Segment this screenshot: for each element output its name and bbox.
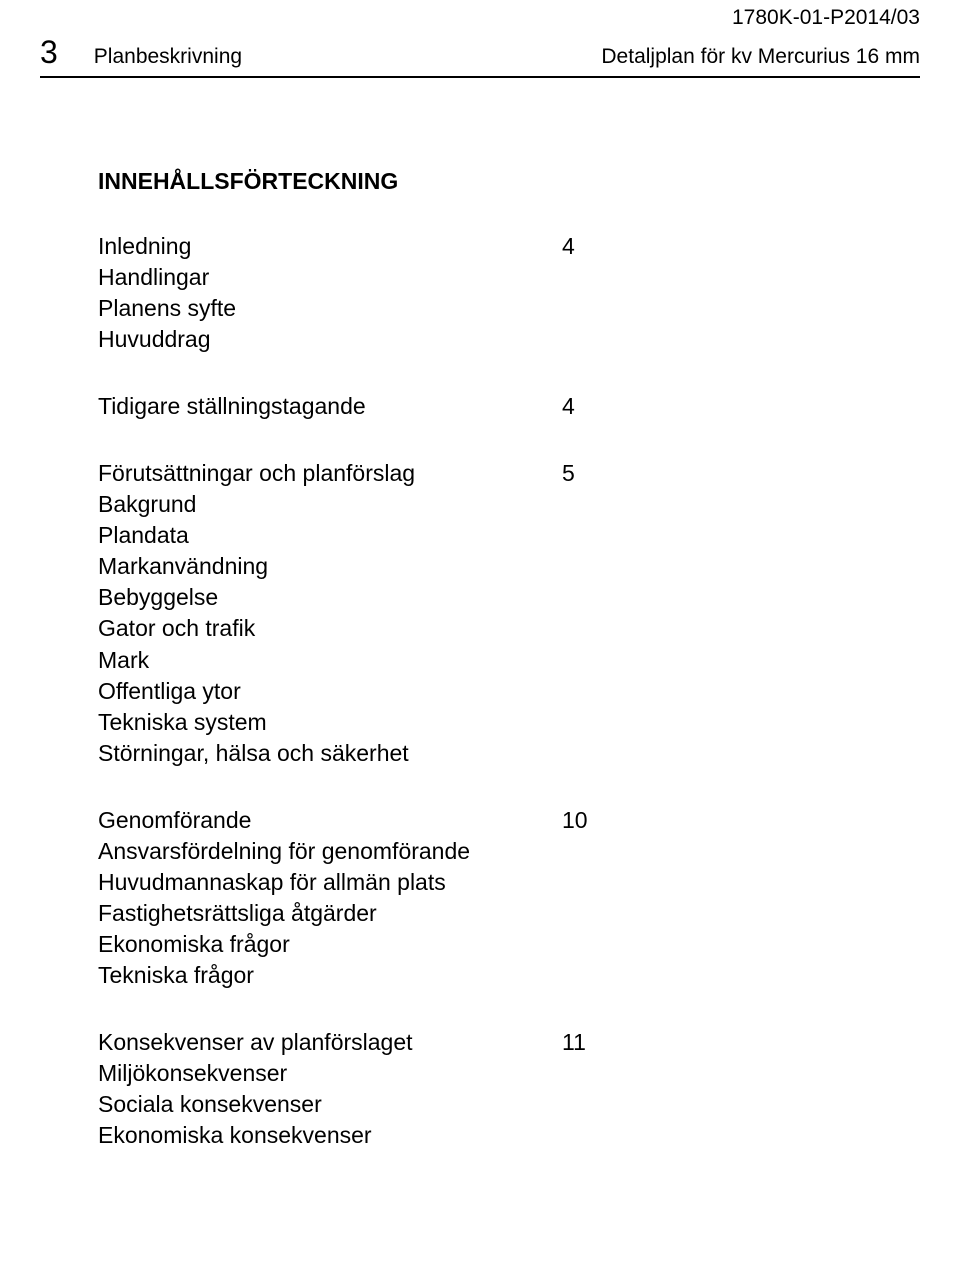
toc-sub-item: Huvudmannaskap för allmän plats xyxy=(98,867,862,898)
header-left: 3 Planbeskrivning xyxy=(40,34,242,71)
document-id: 1780K-01-P2014/03 xyxy=(732,6,920,30)
toc-sub-item: Mark xyxy=(98,645,862,676)
toc-sub-item: Bebyggelse xyxy=(98,582,862,613)
toc-sub-item: Fastighetsrättsliga åtgärder xyxy=(98,898,862,929)
toc-sub-item: Ekonomiska konsekvenser xyxy=(98,1120,862,1151)
toc-sub-item: Plandata xyxy=(98,520,862,551)
toc-sub-item: Bakgrund xyxy=(98,489,862,520)
toc-sub-item: Offentliga ytor xyxy=(98,676,862,707)
toc-sub-item: Gator och trafik xyxy=(98,613,862,644)
toc-sub-item: Markanvändning xyxy=(98,551,862,582)
page: 1780K-01-P2014/03 3 Planbeskrivning Deta… xyxy=(0,0,960,1283)
toc-head-row: Tidigare ställningstagande 4 xyxy=(98,391,862,422)
toc-sub-item: Ansvarsfördelning för genomförande xyxy=(98,836,862,867)
toc-sub-item: Störningar, hälsa och säkerhet xyxy=(98,738,862,769)
toc-head-row: Genomförande 10 xyxy=(98,805,862,836)
header-divider xyxy=(40,76,920,78)
toc-head-page: 10 xyxy=(562,805,862,836)
toc-group: Konsekvenser av planförslaget 11 Miljöko… xyxy=(98,1027,862,1151)
toc-group: Genomförande 10 Ansvarsfördelning för ge… xyxy=(98,805,862,991)
toc-head-row: Konsekvenser av planförslaget 11 xyxy=(98,1027,862,1058)
toc-head-page: 11 xyxy=(562,1027,862,1058)
toc-head-label: Tidigare ställningstagande xyxy=(98,391,366,422)
toc-head-label: Inledning xyxy=(98,231,191,262)
toc-title: INNEHÅLLSFÖRTECKNING xyxy=(98,168,862,195)
header-right-label: Detaljplan för kv Mercurius 16 mm xyxy=(601,45,920,69)
toc-group: Förutsättningar och planförslag 5 Bakgru… xyxy=(98,458,862,768)
header-left-label: Planbeskrivning xyxy=(94,45,242,69)
toc-sub-item: Ekonomiska frågor xyxy=(98,929,862,960)
toc-head-row: Inledning 4 xyxy=(98,231,862,262)
toc-group: Tidigare ställningstagande 4 xyxy=(98,391,862,422)
toc-sub-item: Miljökonsekvenser xyxy=(98,1058,862,1089)
header-row: 3 Planbeskrivning Detaljplan för kv Merc… xyxy=(40,34,920,71)
toc-head-label: Förutsättningar och planförslag xyxy=(98,458,415,489)
toc-sub-item: Huvuddrag xyxy=(98,324,862,355)
toc-sub-item: Tekniska system xyxy=(98,707,862,738)
toc-head-label: Genomförande xyxy=(98,805,251,836)
toc-head-page: 4 xyxy=(562,231,862,262)
toc-sub-item: Planens syfte xyxy=(98,293,862,324)
toc-sub-item: Handlingar xyxy=(98,262,862,293)
content: INNEHÅLLSFÖRTECKNING Inledning 4 Handlin… xyxy=(98,168,862,1187)
toc-group: Inledning 4 Handlingar Planens syfte Huv… xyxy=(98,231,862,355)
toc-head-row: Förutsättningar och planförslag 5 xyxy=(98,458,862,489)
page-number: 3 xyxy=(40,34,58,71)
toc-sub-item: Tekniska frågor xyxy=(98,960,862,991)
toc-head-label: Konsekvenser av planförslaget xyxy=(98,1027,413,1058)
toc-sub-item: Sociala konsekvenser xyxy=(98,1089,862,1120)
toc-head-page: 5 xyxy=(562,458,862,489)
toc-head-page: 4 xyxy=(562,391,862,422)
